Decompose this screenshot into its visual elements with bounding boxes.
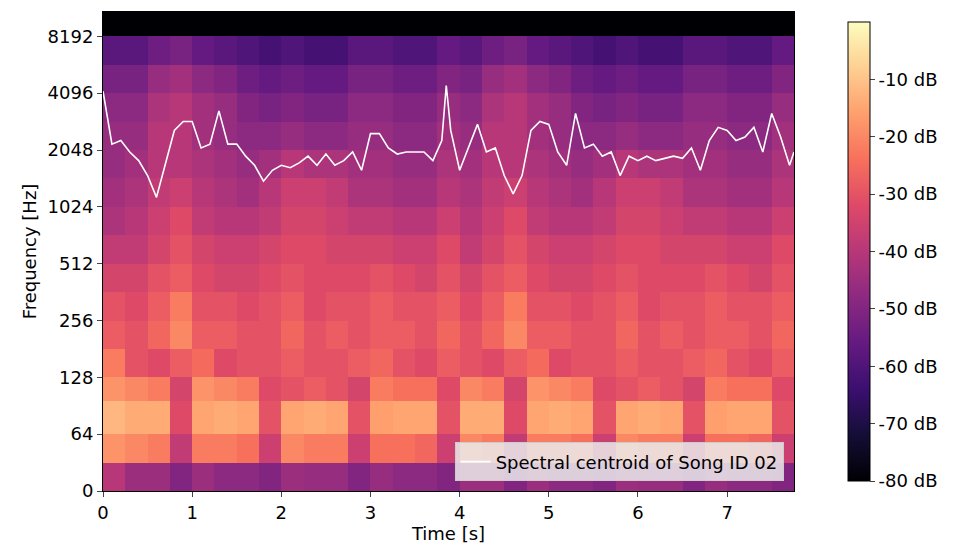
svg-text:2: 2 bbox=[276, 502, 287, 523]
svg-text:-60 dB: -60 dB bbox=[879, 356, 938, 377]
svg-text:512: 512 bbox=[59, 253, 93, 274]
svg-text:4096: 4096 bbox=[48, 82, 94, 103]
svg-text:5: 5 bbox=[543, 502, 554, 523]
svg-text:-30 dB: -30 dB bbox=[879, 183, 938, 204]
svg-text:-70 dB: -70 dB bbox=[879, 413, 938, 434]
svg-text:Spectral centroid of Song ID 0: Spectral centroid of Song ID 02 bbox=[496, 452, 778, 473]
svg-text:256: 256 bbox=[59, 310, 93, 331]
svg-text:7: 7 bbox=[721, 502, 732, 523]
svg-text:8192: 8192 bbox=[48, 26, 94, 47]
svg-text:-40 dB: -40 dB bbox=[879, 241, 938, 262]
svg-text:-50 dB: -50 dB bbox=[879, 298, 938, 319]
svg-text:Time [s]: Time [s] bbox=[411, 523, 485, 544]
svg-text:1: 1 bbox=[186, 502, 197, 523]
svg-text:1024: 1024 bbox=[48, 196, 94, 217]
svg-text:-10 dB: -10 dB bbox=[879, 69, 938, 90]
svg-text:6: 6 bbox=[632, 502, 643, 523]
svg-text:2048: 2048 bbox=[48, 139, 94, 160]
svg-text:0: 0 bbox=[82, 480, 93, 501]
svg-text:0: 0 bbox=[97, 502, 108, 523]
svg-text:128: 128 bbox=[59, 367, 93, 388]
svg-text:Frequency [Hz]: Frequency [Hz] bbox=[19, 184, 40, 320]
svg-text:-20 dB: -20 dB bbox=[879, 126, 938, 147]
svg-text:3: 3 bbox=[365, 502, 376, 523]
svg-text:-80 dB: -80 dB bbox=[879, 470, 938, 491]
svg-text:4: 4 bbox=[454, 502, 465, 523]
svg-text:64: 64 bbox=[70, 423, 93, 444]
